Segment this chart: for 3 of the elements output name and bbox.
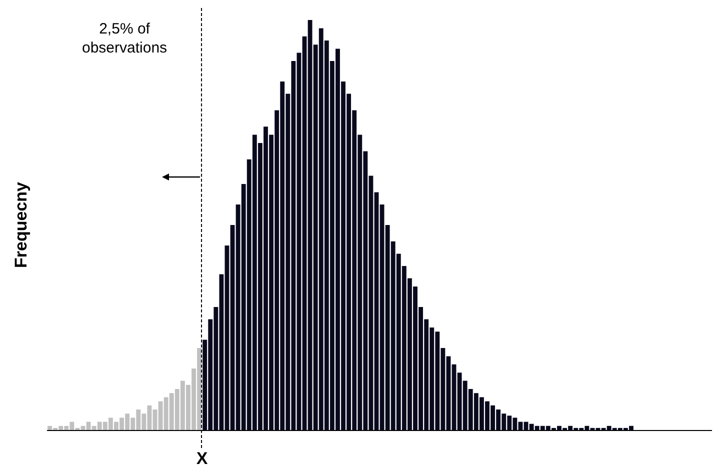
y-axis-title: Frequecny <box>12 181 31 268</box>
text: X <box>196 449 208 468</box>
annotation: 2,5% of observations <box>82 20 168 57</box>
